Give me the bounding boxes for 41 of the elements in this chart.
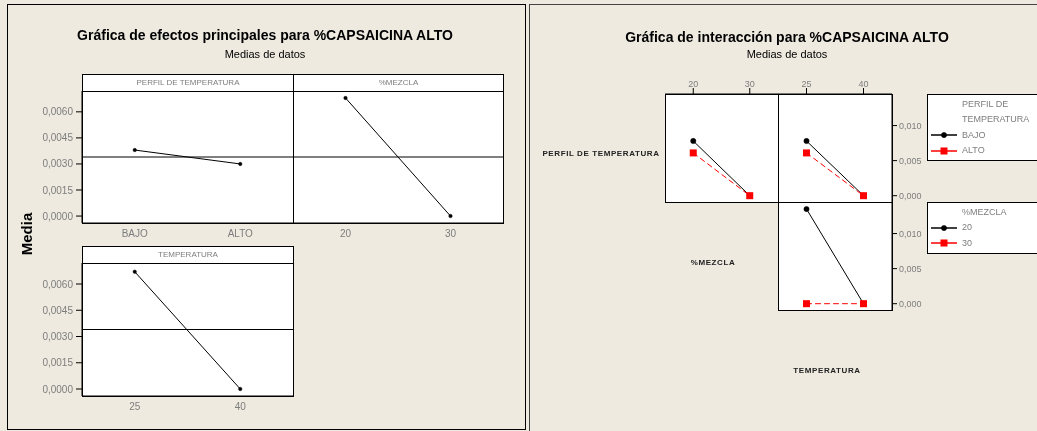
x-tick-label: 25 [801, 79, 812, 89]
x-tick-label: 40 [234, 401, 247, 413]
x-axis-title: TEMPERATURA [83, 247, 293, 263]
legend-title: PERFIL DE TEMPERATURA [962, 97, 1031, 126]
x-axis-title: TEMPERATURA [792, 365, 862, 377]
y-tick-label: 0,000 [899, 190, 922, 201]
chart-title: Gráfica de interacción para %CAPSAICINA ALTO [624, 28, 950, 46]
y-tick-label: 0,0030 [42, 158, 74, 170]
x-tick-label: 30 [444, 228, 457, 240]
x-axis-title: PERFIL DE TEMPERATURA [83, 75, 293, 91]
x-tick-label: BAJO [121, 228, 149, 240]
y-tick-label: 0,0060 [42, 278, 74, 290]
legend-label: BAJO [962, 128, 986, 142]
y-tick-label: 0,005 [899, 155, 922, 166]
x-tick-label: 40 [858, 79, 869, 89]
chart-subtitle: Medias de datos [223, 46, 307, 61]
y-tick-label: 0,0015 [42, 184, 74, 196]
legend-title: %MEZCLA [962, 205, 1008, 219]
y-axis-title: Media [18, 211, 36, 258]
x-axis-title: %MEZCLA [294, 75, 503, 91]
y-tick-label: 0,005 [899, 263, 922, 274]
y-tick-label: 0,0045 [42, 132, 74, 144]
y-tick-label: 0,010 [899, 228, 922, 239]
y-tick-label: 0,0000 [42, 383, 74, 395]
legend-label: ALTO [962, 144, 985, 157]
x-tick-label: 25 [129, 401, 141, 413]
y-tick-label: 0,000 [899, 298, 922, 309]
y-tick-label: 0,0060 [42, 106, 74, 118]
chart-subtitle: Medias de datos [745, 47, 829, 61]
y-tick-label: 0,0045 [42, 304, 74, 316]
y-tick-label: 0,0030 [42, 331, 74, 343]
x-tick-label: 20 [688, 79, 699, 89]
x-axis-title: %MEZCLA [689, 257, 737, 269]
x-tick-label: 20 [339, 228, 352, 240]
y-axis-title: PERFIL DE TEMPERATURA [541, 148, 661, 160]
x-tick-label: 30 [744, 79, 755, 89]
chart-title: Gráfica de efectos principales para %CAPSAICINA ALTO [76, 26, 454, 44]
y-tick-label: 0,0015 [42, 357, 74, 369]
x-tick-label: ALTO [227, 228, 254, 240]
y-tick-label: 0,010 [899, 120, 922, 131]
y-tick-label: 0,0000 [42, 210, 74, 222]
